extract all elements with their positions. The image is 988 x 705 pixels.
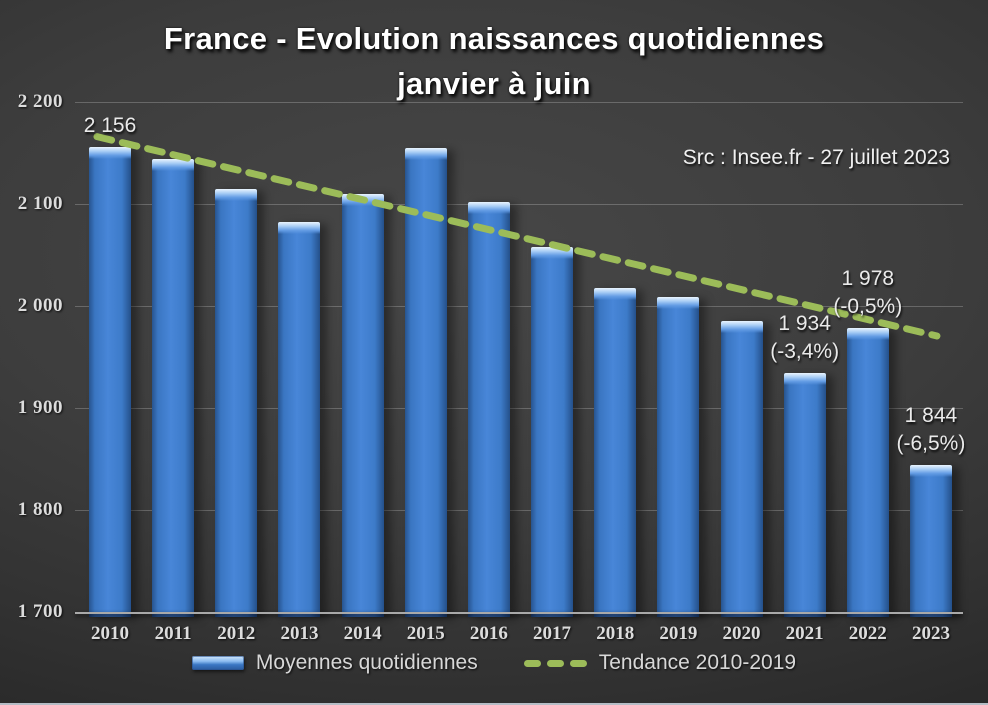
bar-2013 (278, 222, 321, 617)
source-note: Src : Insee.fr - 27 juillet 2023 (682, 146, 950, 169)
trend-line-swatch-icon (523, 659, 587, 667)
data-label-line: 2 156 (83, 113, 137, 137)
bar-2020 (720, 321, 763, 617)
data-label-2023: 1 844 (-6,5%) (897, 402, 966, 458)
data-label-2021: 1 934 (-3,4%) (770, 310, 839, 366)
bar-2010 (89, 146, 131, 618)
x-axis-label-2019: 2019 (659, 623, 698, 644)
bar-2019 (657, 296, 700, 618)
data-label-line: 1 844 (904, 404, 958, 428)
bar-2011 (152, 159, 195, 617)
data-label-line: 1 978 (841, 267, 895, 291)
gridline-1900 (75, 408, 963, 409)
x-axis-label-2012: 2012 (217, 623, 256, 644)
data-label-2022: 1 978 (-0,5%) (833, 265, 902, 321)
trend-dash-icon (546, 659, 564, 667)
chart-title: France - Evolution naissances quotidienn… (0, 16, 988, 106)
trend-dash-icon (569, 659, 587, 667)
data-label-line: (-6,5%) (896, 432, 966, 456)
y-axis-label-2100: 2 100 (17, 193, 63, 214)
legend-item-bars: Moyennes quotidiennes (191, 651, 478, 675)
chart-title-line1: France - Evolution naissances quotidienn… (163, 21, 825, 56)
trend-dash-icon (523, 659, 541, 667)
x-axis-label-2014: 2014 (343, 623, 382, 644)
data-label-line: (-3,4%) (770, 340, 840, 364)
bar-2012 (215, 188, 258, 618)
y-axis-label-1900: 1 900 (17, 397, 63, 418)
bar-2018 (594, 287, 637, 618)
x-axis-label-2023: 2023 (911, 623, 950, 644)
x-axis-label-2020: 2020 (722, 623, 761, 644)
bar-series-swatch-icon (191, 656, 244, 670)
data-label-2010: 2 156 (84, 112, 137, 140)
x-axis-label-2021: 2021 (785, 623, 824, 644)
chart-legend: Moyennes quotidiennes Tendance 2010-2019 (0, 651, 988, 675)
bar-2017 (531, 246, 574, 618)
x-axis-label-2022: 2022 (848, 623, 887, 644)
x-axis-label-2011: 2011 (154, 623, 192, 644)
gridline-2000 (75, 306, 963, 307)
x-axis-label-2013: 2013 (280, 623, 319, 644)
bar-2016 (467, 201, 510, 618)
data-label-line: 1 934 (778, 312, 831, 336)
slide-bottom-border (0, 703, 988, 705)
bar-2014 (341, 193, 384, 618)
y-axis-label-1800: 1 800 (17, 499, 63, 520)
x-axis-label-2016: 2016 (469, 623, 508, 644)
x-axis-label-2010: 2010 (91, 623, 129, 644)
gridline-2100 (75, 204, 963, 205)
chart-title-line2: janvier à juin (397, 66, 591, 101)
bar-2021 (783, 373, 826, 617)
gridline-2200 (75, 102, 963, 103)
y-axis-label-2000: 2 000 (17, 295, 63, 316)
bar-2023 (909, 465, 952, 617)
x-axis-line (75, 612, 963, 614)
x-axis-label-2017: 2017 (533, 623, 572, 644)
y-axis-label-1700: 1 700 (17, 601, 63, 622)
x-axis-label-2015: 2015 (406, 623, 445, 644)
data-label-line: (-0,5%) (833, 295, 903, 319)
legend-item-trend: Tendance 2010-2019 (523, 651, 797, 675)
legend-label-trend: Tendance 2010-2019 (598, 651, 797, 674)
x-axis-label-2018: 2018 (596, 623, 635, 644)
bar-2015 (404, 147, 447, 618)
bar-2022 (846, 328, 889, 617)
legend-label-bars: Moyennes quotidiennes (255, 651, 478, 674)
gridline-1800 (75, 510, 963, 511)
y-axis-label-2200: 2 200 (17, 91, 63, 112)
